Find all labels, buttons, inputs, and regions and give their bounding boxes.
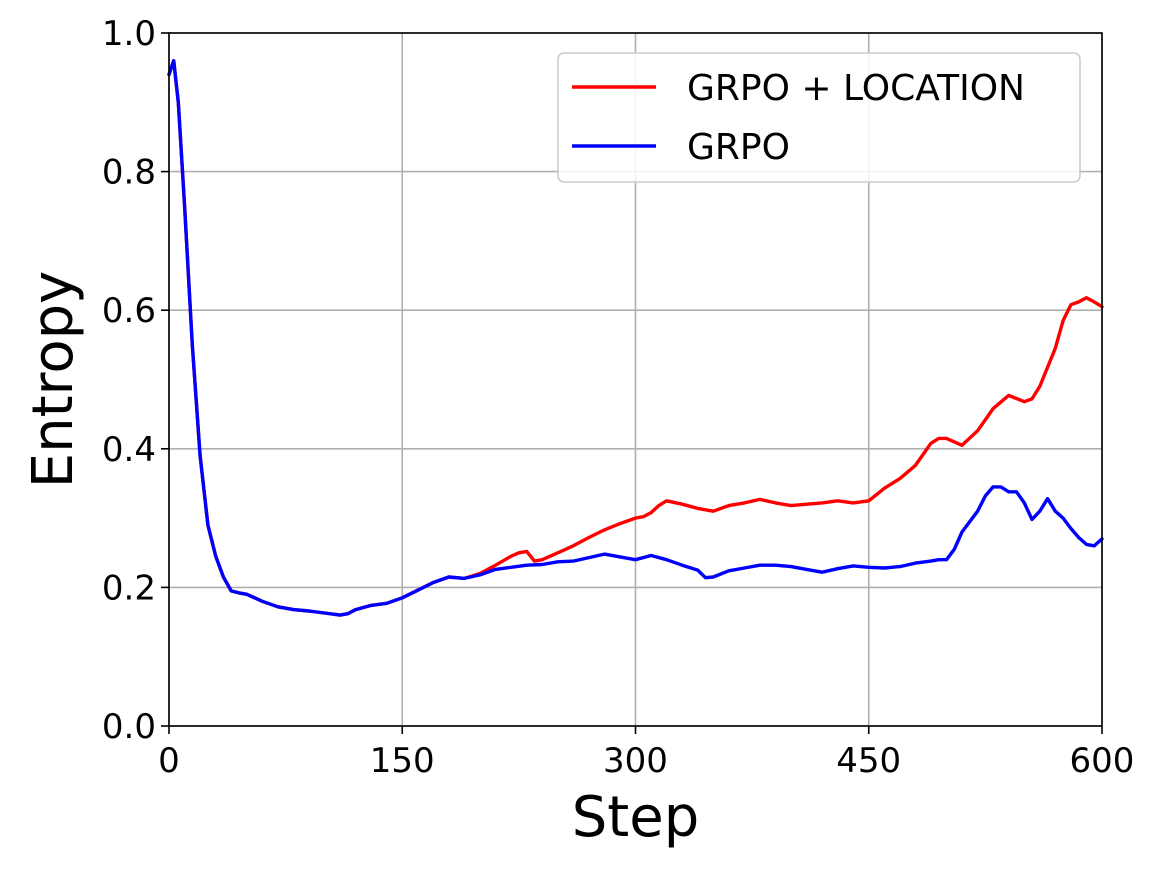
x-axis-label: Step bbox=[572, 785, 700, 850]
x-tick-label: 0 bbox=[158, 741, 180, 781]
series-lines bbox=[167, 59, 1104, 617]
y-axis-label: Entropy bbox=[21, 271, 86, 489]
y-tick-label: 0.4 bbox=[102, 430, 156, 470]
legend: GRPO + LOCATION GRPO bbox=[557, 52, 1081, 183]
y-tick-label: 1.0 bbox=[102, 14, 156, 54]
x-tick-label: 150 bbox=[370, 741, 435, 781]
x-tick-label: 600 bbox=[1070, 741, 1135, 781]
legend-box bbox=[557, 52, 1081, 183]
y-tick-label: 0.2 bbox=[102, 568, 156, 608]
y-tick-label: 0.8 bbox=[102, 153, 156, 193]
legend-label: GRPO + LOCATION bbox=[687, 68, 1025, 109]
y-tick-label: 0.6 bbox=[102, 291, 156, 331]
series-line-grpo bbox=[167, 59, 1104, 617]
axis-ticks: 0 150 300 450 600 0.0 0.2 0.4 0.6 0.8 1.0 bbox=[102, 14, 1135, 781]
y-tick-label: 0.0 bbox=[102, 707, 156, 747]
legend-label: GRPO bbox=[687, 127, 790, 168]
x-tick-label: 450 bbox=[836, 741, 901, 781]
x-tick-label: 300 bbox=[603, 741, 668, 781]
